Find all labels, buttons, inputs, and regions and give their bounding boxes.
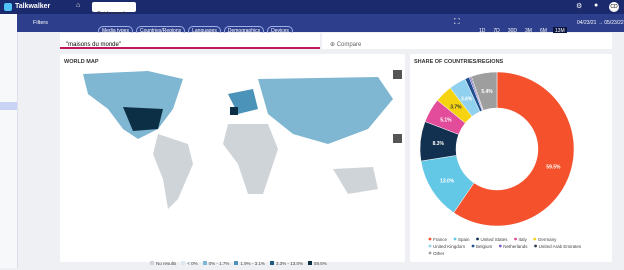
settings-icon[interactable]: ⚙	[576, 3, 583, 10]
map-card: WORLD MAP No results < 0% 0% - 1.7% 1.9% - …	[60, 54, 405, 266]
legend-swatch	[269, 261, 274, 265]
donut-segment	[471, 71, 498, 111]
logo	[4, 3, 12, 11]
brand: Talkwalker	[15, 3, 51, 10]
legend-dot	[534, 244, 537, 248]
avatar[interactable]: CD	[609, 2, 619, 12]
data-label: 5.4%	[481, 89, 493, 95]
zoom-in[interactable]	[393, 70, 402, 79]
france	[230, 107, 238, 115]
period-button[interactable]: 13M	[552, 27, 567, 35]
legend-swatch	[150, 261, 154, 265]
legend-dot	[428, 237, 432, 241]
map-title: WORLD MAP	[64, 59, 99, 65]
compare-label: Compare	[336, 42, 362, 48]
legend-dot	[428, 251, 432, 255]
legend-label: 3.3% - 13.0%	[275, 261, 303, 266]
south-america	[153, 134, 193, 209]
world-map	[83, 71, 393, 209]
legend-label: United Arab Emirates	[539, 244, 582, 249]
data-label: 5.1%	[440, 117, 452, 123]
usa	[123, 107, 163, 131]
legend-label: United States	[481, 237, 509, 242]
legend-dot	[476, 237, 479, 241]
legend-dot	[453, 237, 457, 241]
legend-dot	[471, 244, 475, 248]
period-button[interactable]: 3M	[525, 28, 532, 34]
legend-dot	[514, 237, 517, 241]
compare-text: ⊕ Compare	[330, 42, 362, 48]
fullscreen-icon[interactable]: ⛶	[454, 17, 460, 26]
legend-label: Italy	[519, 237, 528, 242]
data-label: 59.5%	[546, 164, 561, 170]
query-box[interactable]: "maisons du monde"	[60, 33, 320, 49]
data-label: 8.3%	[433, 141, 445, 147]
top-bar: Talkwalker ⌂ Quick search ⚙ ● CD	[0, 0, 624, 17]
period-button[interactable]: 7D	[493, 28, 500, 34]
africa	[223, 124, 278, 194]
donut-segment	[453, 71, 575, 227]
compare-box[interactable]: ⊕ Compare	[322, 33, 612, 49]
periods: 1D 7D 30D 3M 6M 13M	[477, 19, 571, 37]
period-button[interactable]: 30D	[507, 28, 517, 34]
legend-dot	[533, 237, 537, 241]
home-icon[interactable]: ⌂	[76, 2, 81, 9]
data-label: 13.0%	[440, 179, 455, 185]
legend-swatch	[307, 261, 312, 265]
zoom-control[interactable]	[393, 70, 402, 146]
legend-label: 59.5%	[313, 261, 327, 266]
legend-label: 1.9% - 3.1%	[240, 261, 265, 266]
legend-swatch	[181, 261, 186, 265]
sidebar	[0, 14, 18, 268]
asia	[258, 77, 393, 144]
share-title: SHARE OF COUNTRIES/REGIONS	[414, 59, 504, 65]
zoom-out[interactable]	[393, 134, 402, 143]
legend-label: Germany	[538, 237, 557, 242]
legend-label: United Kingdom	[433, 244, 465, 249]
legend-label: No results	[156, 261, 177, 266]
period-button[interactable]: 1D	[479, 28, 486, 34]
data-label: 3.7%	[450, 105, 462, 111]
chat-icon[interactable]: ●	[594, 2, 599, 9]
donut-chart: 59.5% 13.0% 8.3% 5.1% 3.7% 3.6% 5.4% France Spai…	[419, 71, 582, 256]
dates[interactable]: 04/23/21 → 05/23/22	[577, 20, 624, 26]
legend-swatch	[202, 261, 207, 265]
filter-bar: Filters Media types Countries/Regions Lang…	[17, 14, 624, 36]
filters-label[interactable]: Filters	[33, 20, 48, 26]
legend-label: 0% - 1.7%	[208, 261, 230, 266]
legend-label: Spain	[458, 237, 470, 242]
query-text: "maisons du monde"	[66, 42, 121, 48]
period-button[interactable]: 6M	[539, 28, 547, 34]
map-legend: No results < 0% 0% - 1.7% 1.9% - 3.1% 3.3% -…	[145, 252, 327, 270]
active-nav[interactable]	[0, 102, 17, 110]
legend-dot	[428, 244, 432, 248]
data-label: 3.6%	[461, 96, 473, 102]
quick-search[interactable]: Quick search	[92, 2, 136, 17]
legend-dot	[498, 244, 502, 248]
legend-label: France	[433, 237, 448, 242]
legend-label: Belgium	[476, 244, 493, 249]
legend-label: < 0%	[187, 261, 198, 266]
share-card: SHARE OF COUNTRIES/REGIONS 59.5% 13.0% 8.3…	[410, 54, 612, 262]
australia	[333, 167, 378, 194]
legend-label: Netherlands	[503, 244, 528, 249]
legend-label: Other	[433, 251, 445, 256]
legend-swatch	[234, 261, 239, 265]
